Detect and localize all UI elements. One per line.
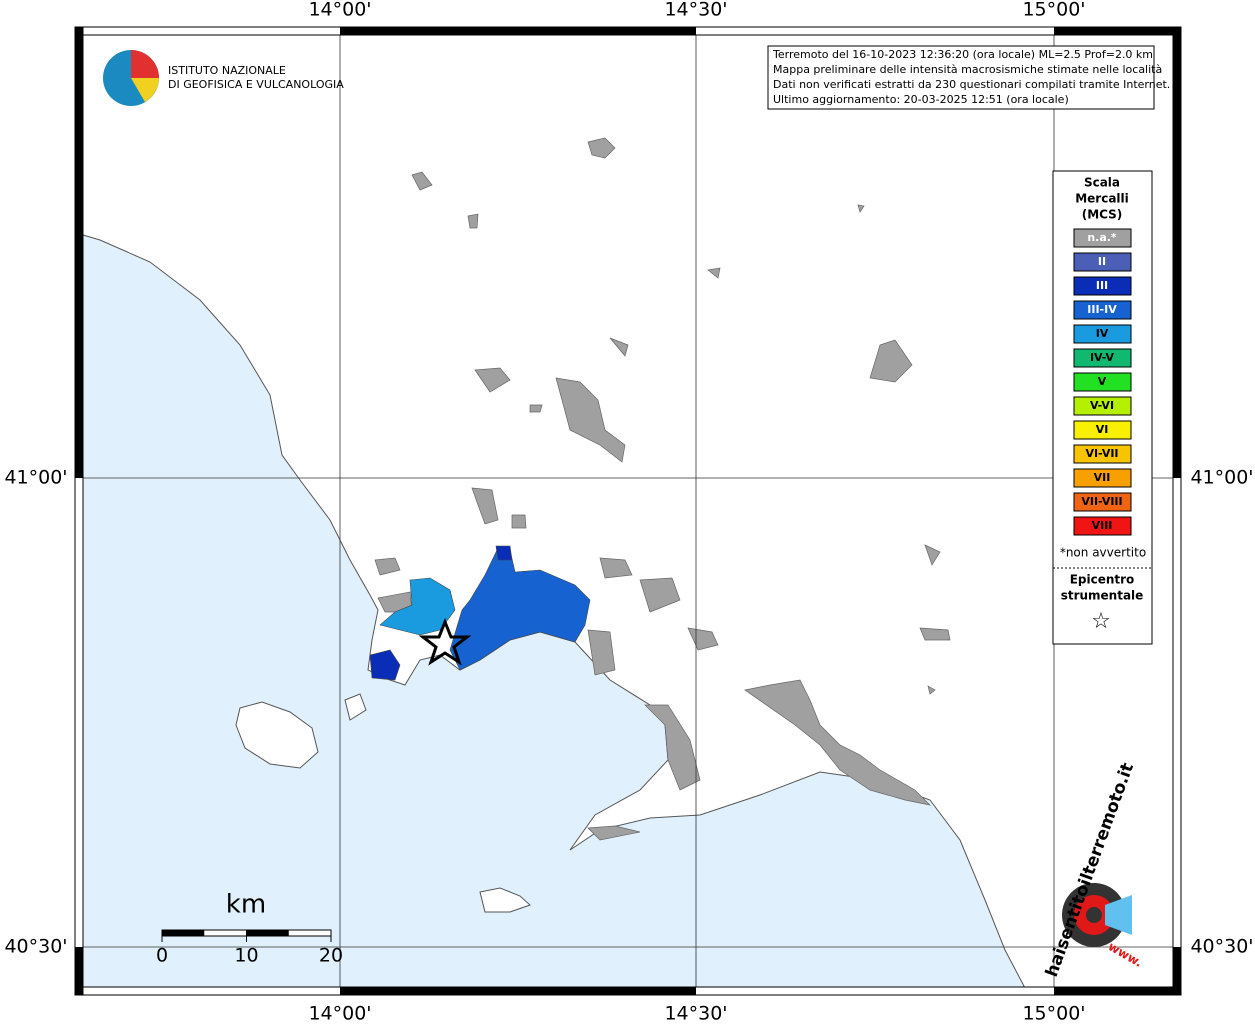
municipalities (374, 137, 951, 841)
scale-tick-label: 20 (319, 945, 343, 967)
logo-segment (131, 50, 159, 78)
legend-content: ScalaMercalli(MCS)n.a.*IIIIIIII-IVIVIV-V… (1053, 176, 1152, 634)
legend-star: ☆ (1091, 609, 1111, 634)
frame-stripe (1054, 987, 1181, 995)
legend-label: VII (1094, 471, 1111, 484)
legend-swatch (1073, 420, 1132, 440)
legend-label: III-IV (1087, 303, 1117, 316)
frame-stripe (1173, 947, 1181, 995)
lon-label: 15°00' (1022, 0, 1085, 21)
intensity-areas (369, 545, 591, 681)
lon-label: 14°00' (308, 1003, 371, 1025)
island-capri (479, 887, 531, 913)
lat-label: 40°30' (1190, 936, 1253, 958)
legend-label: II (1098, 255, 1106, 268)
legend-label: IV (1096, 327, 1109, 340)
legend-title: (MCS) (1082, 208, 1123, 222)
scale-tick-label: 10 (234, 945, 258, 967)
legend-epicenter: strumentale (1061, 589, 1144, 603)
frame-stripe (75, 947, 83, 995)
legend-swatch (1073, 324, 1132, 344)
frame-stripe (75, 27, 83, 478)
legend-epicenter: Epicentro (1070, 573, 1135, 587)
badge-horn (1105, 895, 1132, 935)
island-ischia (235, 701, 319, 769)
lon-label: 14°30' (664, 0, 727, 21)
lat-label: 40°30' (4, 936, 67, 958)
info-line: Ultimo aggiornamento: 20-03-2025 12:51 (… (773, 93, 1069, 106)
legend-label: VIII (1092, 519, 1113, 532)
legend-swatch (1073, 372, 1132, 392)
lon-label: 14°00' (308, 0, 371, 21)
legend-label: VI-VII (1085, 447, 1118, 460)
frame-stripe (1173, 27, 1181, 478)
frame (74, 26, 1182, 996)
lon-label: 15°00' (1022, 1003, 1085, 1025)
legend-swatch (1073, 276, 1132, 296)
info-box (767, 45, 1155, 110)
legend-label: VI (1096, 423, 1109, 436)
logo-text: ISTITUTO NAZIONALE (168, 64, 286, 77)
scale-bar-segment (162, 930, 205, 936)
info-line: Dati non verificati estratti da 230 ques… (773, 78, 1170, 91)
legend-swatch (1073, 228, 1132, 248)
frame-stripe (340, 27, 696, 35)
lat-label: 41°00' (4, 467, 67, 489)
badge-circle (1086, 907, 1102, 923)
legend-swatch (1073, 444, 1132, 464)
scale-bar-segment (246, 930, 289, 936)
logo-segment (131, 78, 159, 102)
frame-stripe (340, 987, 696, 995)
legend-swatch (1073, 252, 1132, 272)
legend-swatch (1073, 492, 1132, 512)
legend-label: V (1098, 375, 1107, 388)
epicenter-star (418, 617, 472, 666)
logo-text: DI GEOFISICA E VULCANOLOGIA (168, 78, 344, 91)
legend-swatch (1073, 516, 1132, 536)
lat-label: 41°00' (1190, 467, 1253, 489)
legend-swatch (1073, 348, 1132, 368)
legend-swatch (1073, 468, 1132, 488)
legend-title: Scala (1084, 176, 1120, 190)
scale-bar: km 0 10 20 (156, 890, 343, 967)
info-line: Terremoto del 16-10-2023 12:36:20 (ora l… (772, 48, 1153, 61)
legend-label: IV-V (1090, 351, 1115, 364)
legend-note: *non avvertito (1060, 546, 1146, 560)
legend-title: Mercalli (1075, 192, 1129, 206)
legend-swatch (1073, 300, 1132, 320)
legend-label: V-VI (1090, 399, 1114, 412)
legend-swatch (1073, 396, 1132, 416)
info-text: Terremoto del 16-10-2023 12:36:20 (ora l… (772, 48, 1170, 106)
scale-tick-label: 0 (156, 945, 168, 967)
frame-stripe (1054, 27, 1181, 35)
logo: ISTITUTO NAZIONALE DI GEOFISICA E VULCAN… (103, 50, 344, 106)
legend-label: n.a.* (1087, 231, 1117, 244)
info-line: Mappa preliminare delle intensità macros… (773, 63, 1162, 76)
legend-label: VII-VIII (1081, 495, 1122, 508)
legend-label: III (1096, 279, 1108, 292)
island-procida (344, 693, 367, 721)
scale-unit: km (226, 890, 266, 920)
lon-label: 14°30' (664, 1003, 727, 1025)
